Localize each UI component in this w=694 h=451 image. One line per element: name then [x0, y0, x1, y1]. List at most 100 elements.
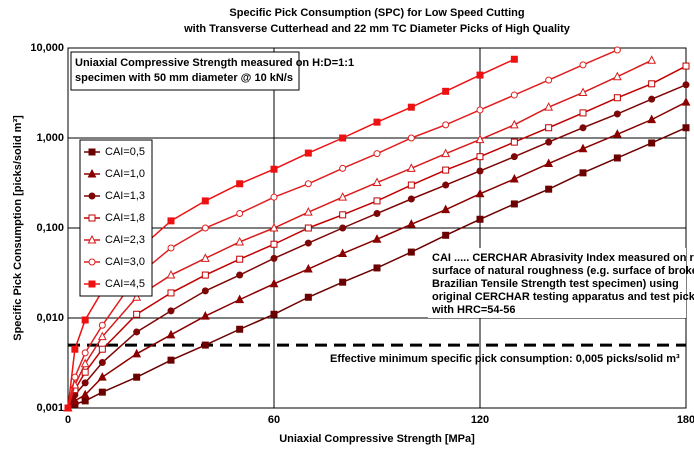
data-point: [476, 106, 484, 114]
data-point: [510, 153, 518, 161]
data-point: [373, 118, 381, 126]
data-point: [647, 114, 657, 124]
data-point: [682, 81, 690, 89]
data-point: [509, 119, 519, 129]
data-point: [373, 264, 381, 272]
data-point: [269, 278, 279, 288]
data-point: [578, 87, 588, 97]
data-point: [510, 91, 518, 99]
data-point: [339, 134, 347, 142]
data-point: [270, 193, 278, 201]
data-point: [235, 236, 245, 246]
chart-subtitle: with Transverse Cutterhead and 22 mm TC …: [183, 23, 571, 35]
data-point: [373, 209, 381, 217]
y-tick-label: 0,001: [36, 402, 64, 414]
data-point: [201, 287, 209, 295]
legend-label: CAI=4,5: [105, 278, 145, 290]
data-point: [509, 173, 519, 183]
data-point: [510, 200, 518, 208]
data-point: [545, 185, 553, 193]
data-point: [442, 231, 450, 239]
data-point: [235, 294, 245, 304]
data-point: [167, 244, 175, 252]
data-point: [476, 153, 484, 161]
data-point: [613, 154, 621, 162]
legend-label: CAI=2,3: [105, 234, 145, 246]
data-point: [682, 124, 690, 132]
data-point: [339, 211, 347, 219]
note-box: [428, 248, 686, 318]
x-axis-label: Uniaxial Compressive Strength [MPa]: [279, 433, 475, 445]
data-point: [70, 395, 80, 405]
data-point: [544, 102, 554, 111]
data-point: [167, 217, 175, 225]
data-point: [545, 76, 553, 84]
data-point: [71, 345, 79, 353]
legend-marker: [87, 168, 97, 178]
data-point: [681, 97, 691, 106]
data-point: [510, 55, 518, 63]
legend-label: CAI=1,8: [105, 212, 145, 224]
data-point: [132, 348, 142, 358]
data-point: [132, 292, 142, 301]
data-point: [64, 404, 72, 412]
legend-label: CAI=0,5: [105, 146, 145, 158]
data-point: [167, 289, 175, 297]
data-point: [545, 138, 553, 146]
data-point: [81, 368, 89, 376]
data-point: [133, 310, 141, 318]
data-point: [407, 181, 415, 189]
data-point: [441, 204, 451, 214]
data-point: [81, 397, 89, 405]
data-point: [682, 62, 690, 70]
data-point: [648, 139, 656, 147]
data-point: [442, 181, 450, 189]
data-point: [441, 148, 451, 158]
data-point: [372, 177, 382, 187]
legend-marker: [88, 280, 96, 288]
data-point: [97, 372, 107, 381]
y-tick-label: 10,000: [30, 42, 64, 54]
data-point: [304, 224, 312, 232]
data-point: [201, 341, 209, 349]
data-point: [475, 134, 485, 144]
data-point: [98, 388, 106, 396]
x-tick-label: 120: [471, 414, 489, 426]
data-point: [442, 121, 450, 129]
data-point: [613, 110, 621, 118]
data-point: [578, 143, 588, 153]
data-point: [476, 167, 484, 175]
data-point: [407, 248, 415, 256]
data-point: [407, 134, 415, 142]
data-point: [303, 207, 313, 216]
x-tick-label: 180: [677, 414, 694, 426]
data-point: [339, 278, 347, 286]
legend-marker: [88, 214, 96, 222]
data-point: [201, 224, 209, 232]
legend-marker: [88, 258, 96, 266]
data-point: [647, 55, 657, 64]
note-text: with HRC=54-56: [431, 304, 515, 316]
data-point: [167, 307, 175, 315]
data-point: [476, 71, 484, 79]
data-point: [612, 129, 622, 138]
data-point: [613, 94, 621, 102]
data-point: [372, 234, 382, 243]
data-point: [304, 180, 312, 188]
data-point: [339, 224, 347, 232]
data-point: [201, 197, 209, 205]
data-point: [373, 150, 381, 158]
data-point: [200, 310, 210, 320]
data-point: [613, 46, 621, 54]
legend-marker: [87, 234, 97, 244]
data-point: [304, 293, 312, 301]
data-point: [373, 197, 381, 205]
data-point: [544, 158, 554, 168]
data-point: [476, 215, 484, 223]
data-point: [269, 222, 279, 232]
data-point: [338, 248, 348, 258]
data-point: [338, 192, 348, 201]
data-point: [80, 358, 90, 368]
note-text: surface of natural roughness (e.g. surfa…: [432, 265, 694, 277]
